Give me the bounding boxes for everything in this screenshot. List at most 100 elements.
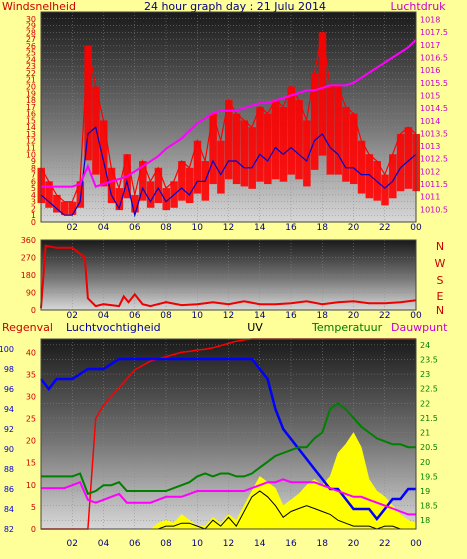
time-tick-label: 16: [285, 311, 297, 321]
wind-tick-label: 23: [26, 62, 36, 71]
wind-bar: [146, 181, 155, 208]
time-tick-label: 14: [254, 311, 266, 321]
wind-bar: [131, 194, 139, 213]
wind-tick-label: 6: [31, 177, 36, 186]
wind-bar: [295, 100, 303, 180]
pressure-series-line: [41, 39, 417, 188]
time-tick-label: 16: [285, 539, 297, 549]
wind-bar: [389, 154, 397, 199]
pressure-axis-label: Luchtdruk: [390, 0, 446, 13]
wind-tick-label: 29: [26, 22, 36, 31]
rain-tick-label: 40: [26, 348, 36, 357]
humidity-tick-label: 98: [4, 365, 14, 374]
dewpoint-label: Dauwpunt: [391, 321, 448, 334]
wind-bar: [193, 140, 202, 194]
time-tick-label: 02: [67, 223, 78, 233]
wind-tick-label: 30: [26, 15, 36, 24]
wind-tick-label: 17: [26, 103, 36, 112]
temperature-series-line: [41, 402, 416, 496]
temperature-tick-label: 20: [420, 458, 430, 467]
wind-bar: [185, 167, 194, 204]
time-tick-label: 08: [160, 311, 172, 321]
wind-tick-label: 5: [31, 184, 36, 193]
wind-bar: [68, 201, 77, 215]
wind-bar: [350, 113, 358, 185]
wind-bar: [209, 113, 217, 185]
time-tick-label: 16: [285, 223, 297, 233]
wind-bar: [115, 188, 124, 211]
wind-tick-label: 2: [31, 204, 36, 213]
time-tick-label: 12: [223, 311, 234, 321]
direction-tick-label: 90: [26, 289, 36, 298]
time-tick-label: 10: [192, 539, 204, 549]
time-tick-label: 14: [254, 223, 266, 233]
wind-bar: [107, 167, 116, 204]
wind-tick-label: 8: [31, 164, 36, 173]
wind-tick-label: 25: [26, 49, 36, 58]
direction-series-line: [40, 244, 417, 309]
direction-tick-label: 0: [31, 306, 36, 315]
wind-bar: [45, 181, 53, 208]
uv-label: UV: [247, 321, 263, 334]
time-tick-label: 06: [129, 311, 141, 321]
wind-bar: [100, 120, 108, 187]
time-tick-label: 12: [223, 539, 234, 549]
wind-bar: [154, 167, 163, 204]
time-tick-label: 20: [348, 223, 360, 233]
wind-bar: [139, 161, 147, 201]
wind-bar: [381, 174, 389, 206]
wind-bar: [162, 188, 170, 211]
wind-tick-label: 9: [31, 157, 36, 166]
wind-bar: [279, 106, 288, 182]
temperature-tick-label: 23.5: [420, 355, 438, 364]
rain-tick-label: 25: [26, 415, 36, 424]
temperature-tick-label: 18: [420, 516, 430, 525]
humidity-tick-label: 100: [0, 345, 14, 354]
wind-tick-label: 26: [26, 42, 36, 51]
time-tick-label: 20: [348, 539, 360, 549]
time-tick-label: 06: [129, 539, 141, 549]
temperature-tick-label: 19.5: [420, 472, 438, 481]
chart-title: 24 hour graph day : 21 Julu 2014: [144, 0, 326, 13]
time-tick-label: 02: [67, 311, 78, 321]
gust-series-line: [40, 126, 417, 218]
time-tick-label: 02: [67, 539, 78, 549]
pressure-tick-label: 1017: [420, 41, 440, 50]
time-tick-label: 04: [98, 311, 110, 321]
wind-tick-label: 24: [26, 55, 36, 64]
temperature-tick-label: 22: [420, 399, 430, 408]
wind-tick-label: 21: [26, 76, 36, 85]
time-axis-labels: 02 02 02 04 04 04 06 06 06 08 08 08 10 10 10 12 12 12 14 14…: [67, 223, 422, 549]
wind-bar: [373, 161, 381, 201]
humidity-series-line: [40, 357, 416, 522]
axis-ticks: 0123456789101112131415161718192021222324…: [0, 15, 448, 534]
pressure-tick-label: 1016.5: [420, 54, 448, 63]
wind-bar: [342, 106, 350, 182]
time-tick-label: 10: [192, 223, 204, 233]
wind-tick-label: 20: [26, 83, 36, 92]
wind-tick-label: 11: [26, 143, 36, 152]
pressure-tick-label: 1012: [420, 167, 440, 176]
humidity-tick-label: 84: [4, 505, 14, 514]
time-tick-label: 00: [410, 223, 422, 233]
wind-bar: [217, 140, 225, 194]
wind-bar: [303, 120, 311, 187]
time-tick-label: 04: [98, 539, 110, 549]
humidity-tick-label: 88: [4, 465, 14, 474]
direction-label-n-bottom: N: [436, 304, 444, 317]
wind-series-line: [40, 32, 417, 203]
pressure-tick-label: 1011: [420, 193, 440, 202]
dewpoint-series-line: [41, 478, 416, 516]
rain-label: Regenval: [2, 321, 53, 334]
wind-bar: [178, 161, 186, 201]
wind-bar: [334, 86, 342, 175]
pressure-tick-label: 1011.5: [420, 180, 448, 189]
pressure-tick-label: 1010.5: [420, 205, 448, 214]
pressure-tick-label: 1015: [420, 91, 440, 100]
wind-tick-label: 22: [26, 69, 36, 78]
direction-letters: N W S E N: [435, 240, 446, 317]
wind-tick-label: 28: [26, 28, 36, 37]
wind-bar: [84, 45, 92, 161]
wind-bar: [76, 181, 85, 208]
